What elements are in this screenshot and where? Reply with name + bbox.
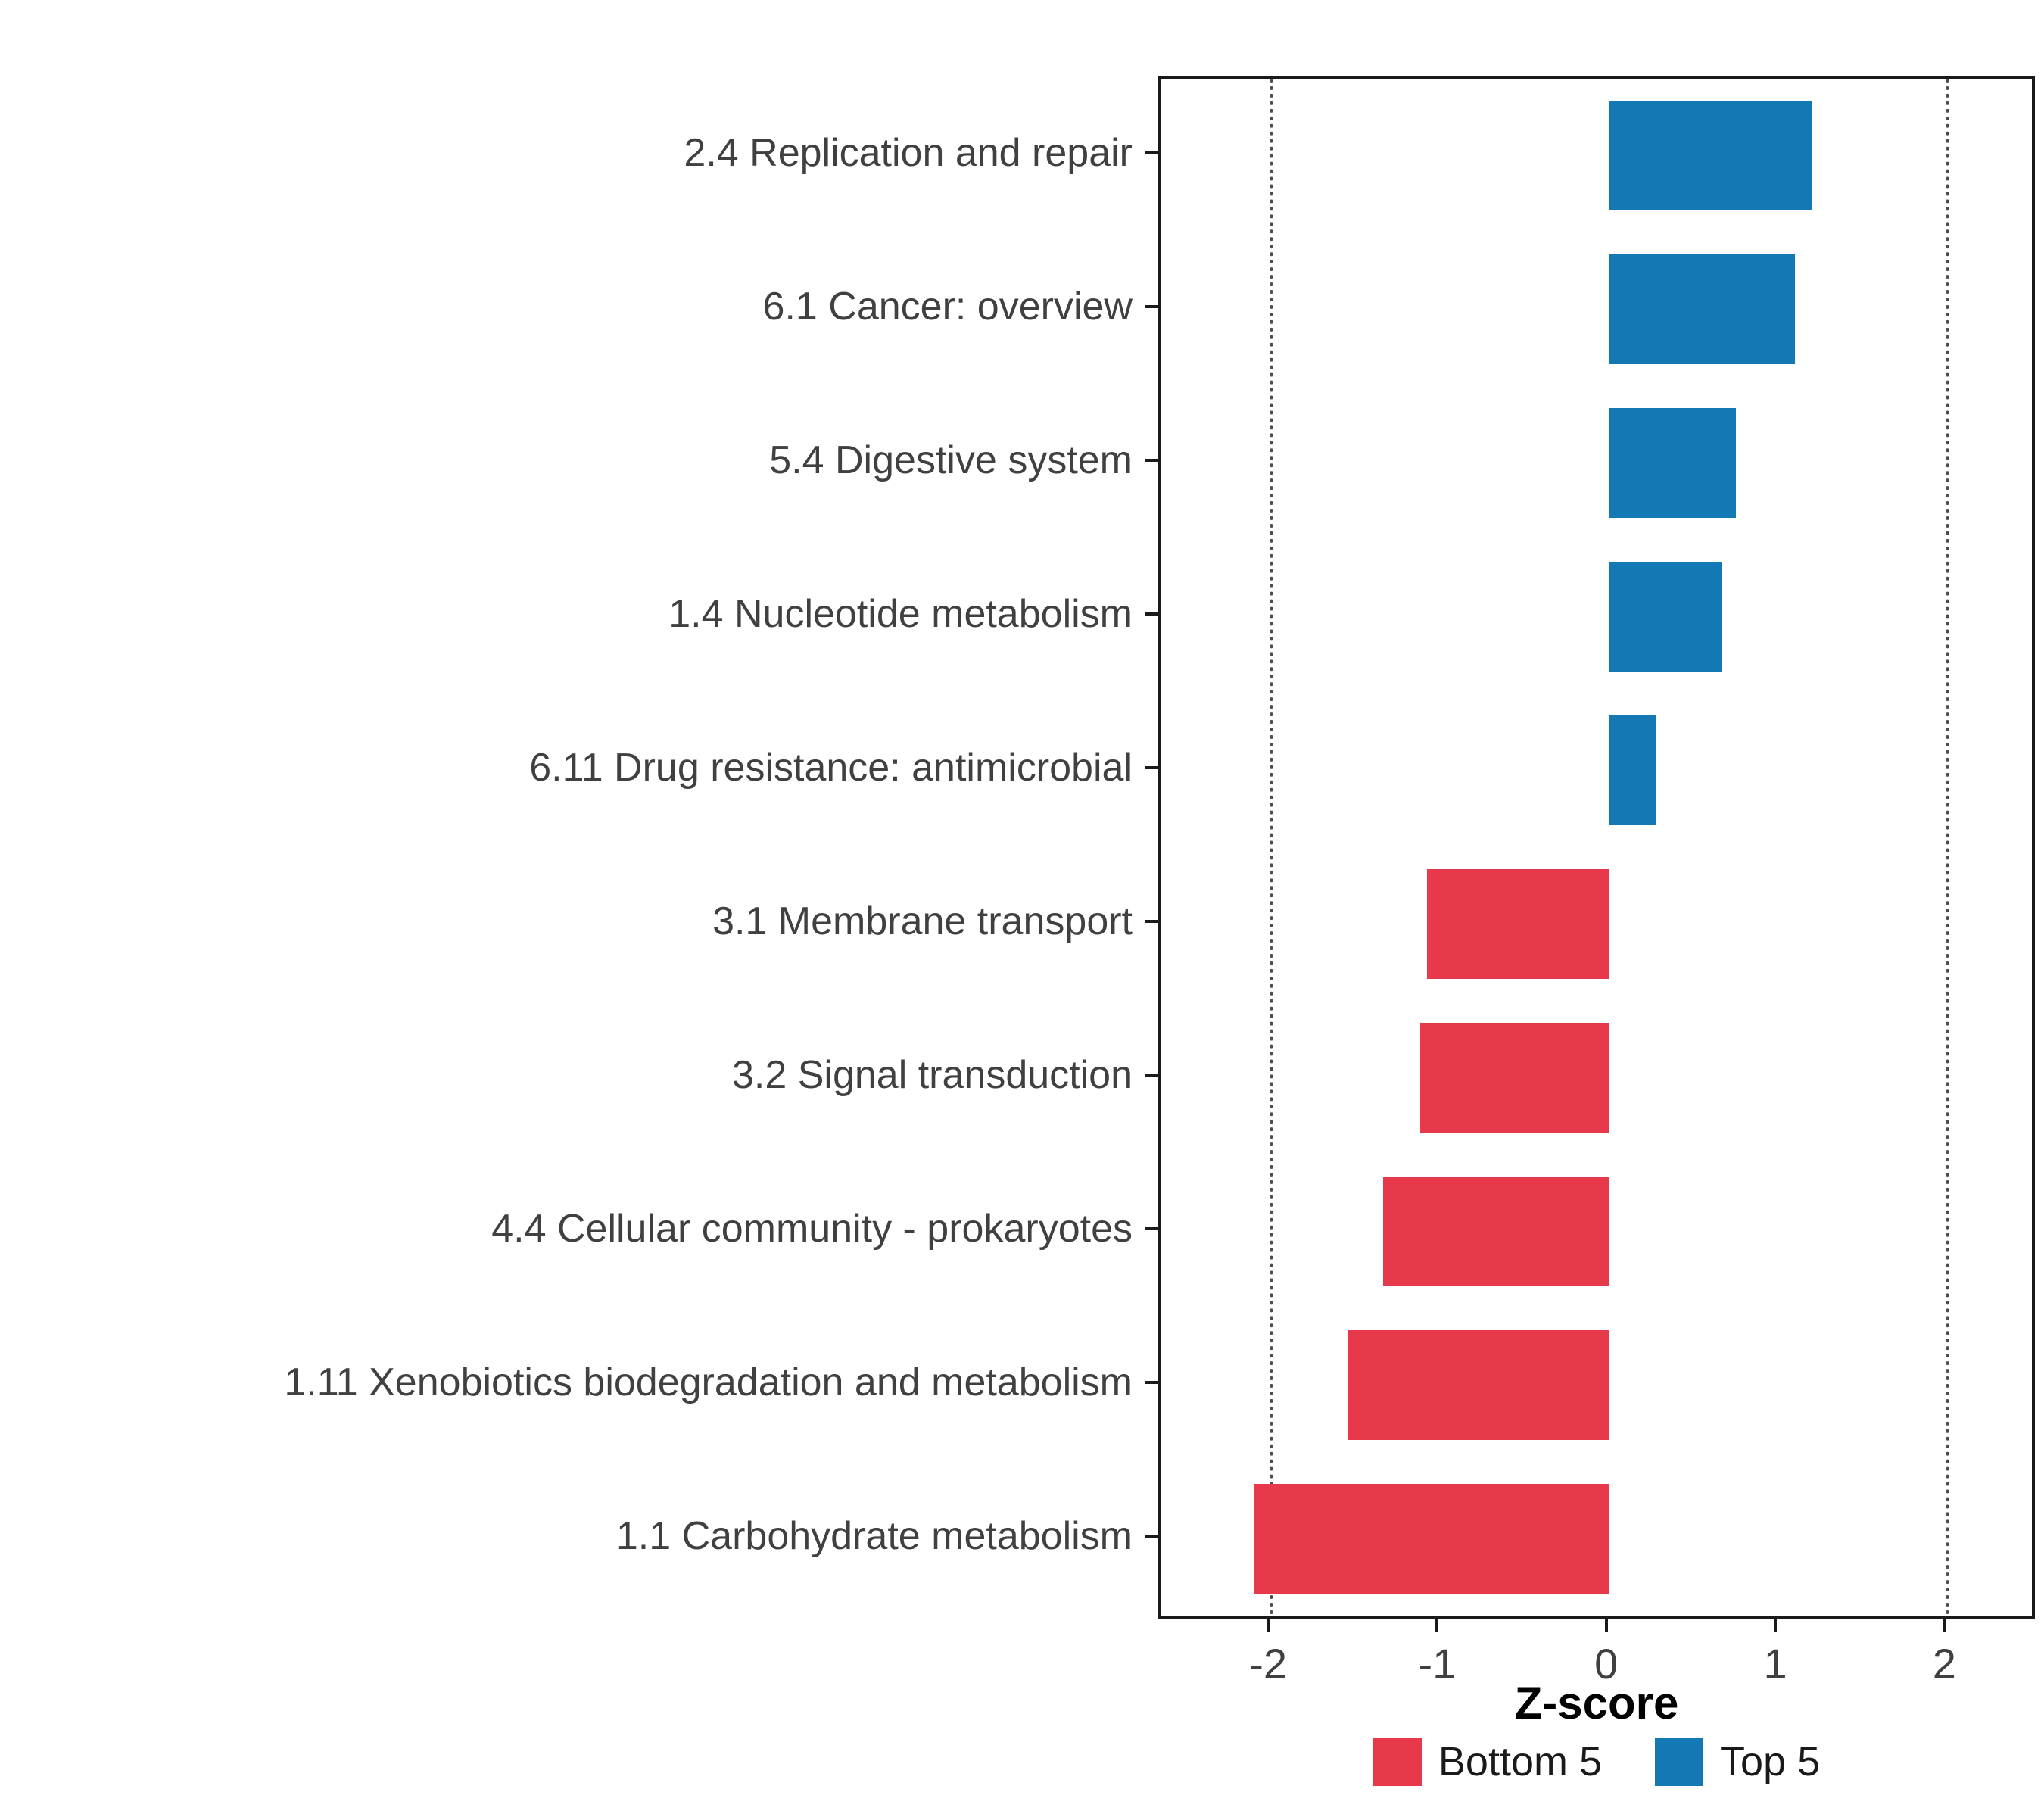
x-tick-label: -2 [1249,1640,1288,1688]
y-tick [1145,1226,1158,1230]
category-label: 3.2 Signal transduction [731,1052,1133,1097]
category-label: 5.4 Digestive system [769,438,1133,482]
bar-top5 [1609,408,1737,518]
y-tick [1145,151,1158,154]
legend-swatch-bottom5-icon [1373,1738,1422,1786]
category-label: 6.1 Cancer: overview [762,284,1133,329]
x-tick [1604,1619,1608,1632]
legend-item-bottom5: Bottom 5 [1373,1738,1602,1786]
category-label: 3.1 Membrane transport [712,899,1133,943]
reference-gridline [1946,79,1950,1616]
bar-top5 [1609,254,1796,364]
legend-item-top5: Top 5 [1655,1738,1820,1786]
category-label: 2.4 Replication and repair [684,130,1133,175]
y-tick [1145,304,1158,308]
x-tick-label: 1 [1763,1640,1787,1688]
legend-label-bottom5: Bottom 5 [1438,1739,1602,1784]
x-tick [1435,1619,1439,1632]
y-tick [1145,458,1158,462]
bar-top5 [1609,101,1812,210]
legend: Bottom 5 Top 5 [1158,1738,2035,1786]
y-tick [1145,1380,1158,1384]
x-tick-label: 0 [1594,1640,1619,1688]
legend-label-top5: Top 5 [1720,1739,1821,1784]
x-tick [1267,1619,1270,1632]
y-tick [1145,1073,1158,1077]
bar-bottom5 [1419,1023,1609,1133]
bar-bottom5 [1382,1177,1609,1286]
legend-swatch-top5-icon [1655,1738,1703,1786]
x-axis-title: Z-score [1514,1678,1679,1728]
bar-bottom5 [1347,1330,1609,1440]
bar-bottom5 [1426,869,1609,979]
x-tick-label: -1 [1418,1640,1457,1688]
y-tick [1145,612,1158,616]
y-tick [1145,1534,1158,1538]
y-tick [1145,765,1158,769]
category-label: 6.11 Drug resistance: antimicrobial [529,745,1133,790]
reference-gridline [1270,79,1274,1616]
category-label: 1.1 Carbohydrate metabolism [615,1513,1133,1558]
x-tick [1774,1619,1778,1632]
bar-bottom5 [1254,1484,1609,1594]
bar-top5 [1609,562,1723,672]
x-tick-label: 2 [1932,1640,1956,1688]
x-tick [1943,1619,1946,1632]
plot-panel [1158,76,2035,1619]
category-label: 1.11 Xenobiotics biodegradation and meta… [284,1360,1133,1404]
y-tick [1145,919,1158,923]
category-label: 1.4 Nucleotide metabolism [668,591,1133,636]
bar-top5 [1609,715,1657,825]
category-label: 4.4 Cellular community - prokaryotes [491,1206,1133,1251]
